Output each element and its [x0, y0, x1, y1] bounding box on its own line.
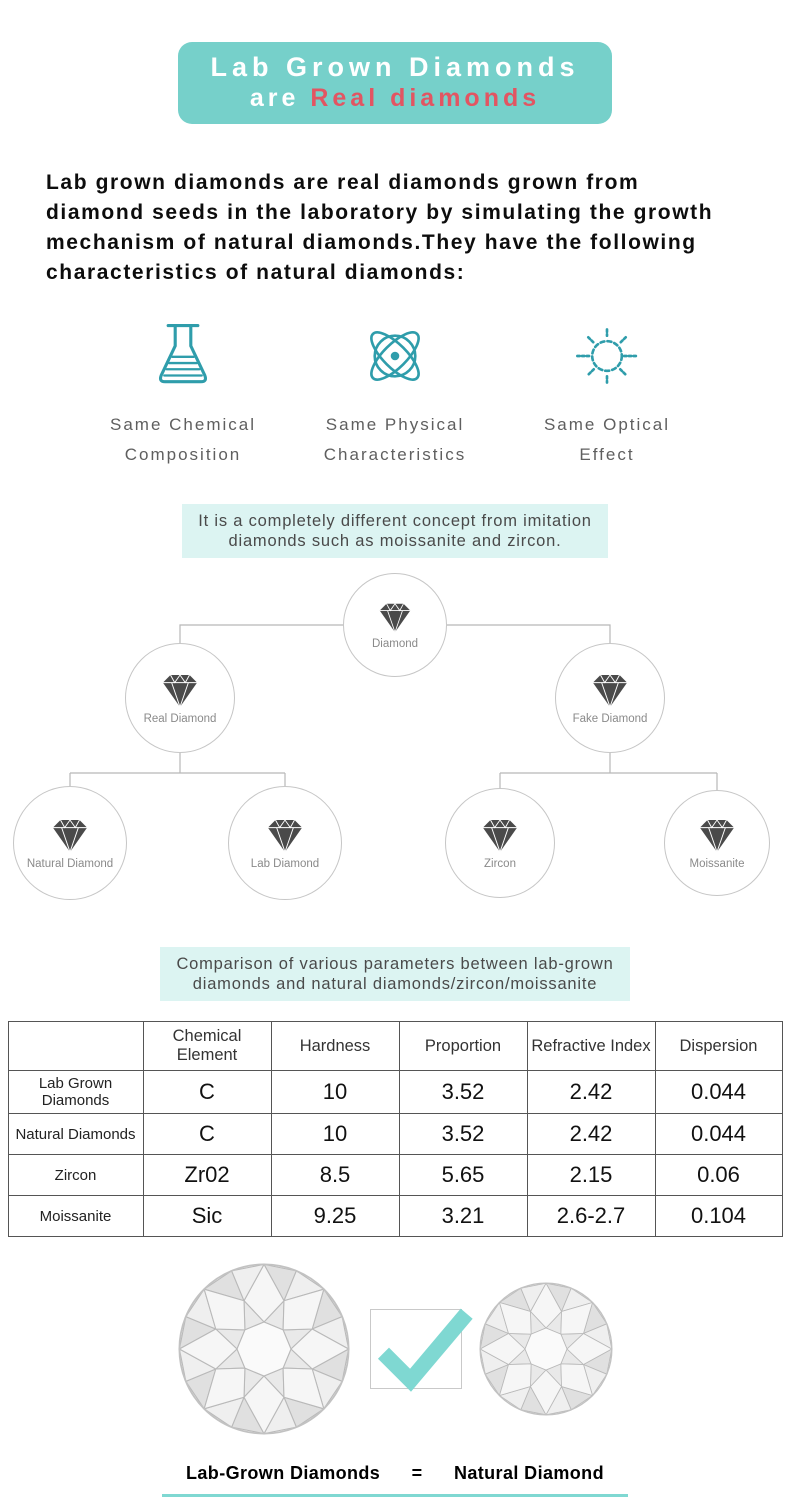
equation-left: Lab-Grown Diamonds	[186, 1463, 381, 1483]
cell: C	[142, 1070, 272, 1114]
lab-grown-diamond-image	[178, 1263, 350, 1435]
tree-node-real-diamond: Real Diamond	[125, 643, 235, 753]
cell: 10	[270, 1113, 400, 1155]
tree-node-diamond: Diamond	[343, 573, 447, 677]
banner-title-line2: are Real diamonds	[178, 83, 612, 113]
note-imitation-line1: It is a completely different concept fro…	[198, 512, 592, 530]
table-header-hardness: Hardness	[270, 1021, 400, 1071]
banner-line2-white: are	[249, 84, 300, 112]
note-imitation-line2: diamonds such as moissanite and zircon.	[228, 532, 562, 550]
cell: 0.044	[654, 1113, 783, 1155]
tree-node-lab-diamond: Lab Diamond	[228, 786, 342, 900]
row-label: Lab Grown Diamonds	[7, 1070, 144, 1114]
table-row: Natural Diamonds C 10 3.52 2.42 0.044	[7, 1113, 783, 1155]
comparison-images	[0, 1259, 790, 1439]
equation-right: Natural Diamond	[453, 1463, 604, 1483]
cell: 2.6-2.7	[526, 1195, 656, 1237]
equals-sign: =	[411, 1463, 423, 1483]
table-row: Lab Grown Diamonds C 10 3.52 2.42 0.044	[7, 1070, 783, 1114]
cell: Zr02	[142, 1154, 272, 1196]
feature-optical: Same Optical Effect	[501, 314, 713, 470]
features-row: Same Chemical Composition Same Physical …	[0, 314, 790, 470]
diamond-classification-tree: Diamond Real Diamond Fake Diamond Natura…	[0, 568, 790, 913]
table-row: Moissanite Sic 9.25 3.21 2.6-2.7 0.104	[7, 1195, 783, 1237]
feature-physical: Same Physical Characteristics	[289, 314, 501, 470]
tree-node-moissanite: Moissanite	[664, 790, 770, 896]
feature-physical-label: Same Physical Characteristics	[323, 415, 467, 464]
tree-node-fake-diamond: Fake Diamond	[555, 643, 665, 753]
feature-optical-label: Same Optical Effect	[543, 415, 671, 464]
checkmark-icon	[377, 1308, 473, 1392]
cell: 3.52	[398, 1113, 528, 1155]
cell: 0.044	[654, 1070, 783, 1114]
tree-connector-lines	[69, 624, 718, 790]
cell: 2.15	[526, 1154, 656, 1196]
diamond-glyph-icon	[47, 817, 93, 855]
cell: 2.42	[526, 1113, 656, 1155]
table-header-dispersion: Dispersion	[654, 1021, 783, 1071]
cell: 0.104	[654, 1195, 783, 1237]
cell: 2.42	[526, 1070, 656, 1114]
flask-icon	[77, 314, 289, 398]
intro-paragraph: Lab grown diamonds are real diamonds gro…	[46, 171, 714, 284]
cell: 8.5	[270, 1154, 400, 1196]
note-imitation: It is a completely different concept fro…	[0, 504, 790, 558]
parameters-table: Chemical Element Hardness Proportion Ref…	[7, 1021, 783, 1237]
feature-chemical-label: Same Chemical Composition	[110, 415, 256, 464]
equation: Lab-Grown Diamonds = Natural Diamond	[0, 1463, 790, 1497]
feature-chemical: Same Chemical Composition	[77, 314, 289, 470]
tree-node-natural-diamond: Natural Diamond	[13, 786, 127, 900]
cell: 5.65	[398, 1154, 528, 1196]
diamond-glyph-icon	[262, 817, 308, 855]
atom-icon	[289, 314, 501, 398]
banner-title-line1: Lab Grown Diamonds	[210, 52, 580, 82]
diamond-glyph-icon	[477, 817, 523, 855]
table-header-empty	[7, 1021, 144, 1071]
note-comparison-line1: Comparison of various parameters between…	[176, 955, 614, 973]
table-header-proportion: Proportion	[398, 1021, 528, 1071]
cell: Sic	[142, 1195, 272, 1237]
cell: C	[142, 1113, 272, 1155]
natural-diamond-image	[479, 1282, 613, 1416]
cell: 10	[270, 1070, 400, 1114]
cell: 9.25	[270, 1195, 400, 1237]
row-label: Zircon	[7, 1154, 144, 1196]
table-row: Zircon Zr02 8.5 5.65 2.15 0.06	[7, 1154, 783, 1196]
check-box	[370, 1308, 473, 1392]
table-header-refractive-index: Refractive Index	[526, 1021, 656, 1071]
row-label: Moissanite	[7, 1195, 144, 1237]
diamond-glyph-icon	[157, 672, 203, 710]
cell: 0.06	[654, 1154, 783, 1196]
table-header-chemical-element: Chemical Element	[142, 1021, 272, 1071]
banner: Lab Grown Diamonds are Real diamonds	[178, 42, 612, 124]
tree-node-zircon: Zircon	[445, 788, 555, 898]
cell: 3.52	[398, 1070, 528, 1114]
diamond-glyph-icon	[374, 601, 416, 635]
note-comparison-line2: diamonds and natural diamonds/zircon/moi…	[192, 975, 598, 993]
table-header-row: Chemical Element Hardness Proportion Ref…	[7, 1021, 783, 1071]
diamond-glyph-icon	[587, 672, 633, 710]
diamond-glyph-icon	[694, 817, 740, 855]
banner-line2-red: Real diamonds	[310, 84, 541, 112]
row-label: Natural Diamonds	[7, 1113, 144, 1155]
note-comparison: Comparison of various parameters between…	[0, 947, 790, 1001]
sun-icon	[501, 314, 713, 398]
cell: 3.21	[398, 1195, 528, 1237]
